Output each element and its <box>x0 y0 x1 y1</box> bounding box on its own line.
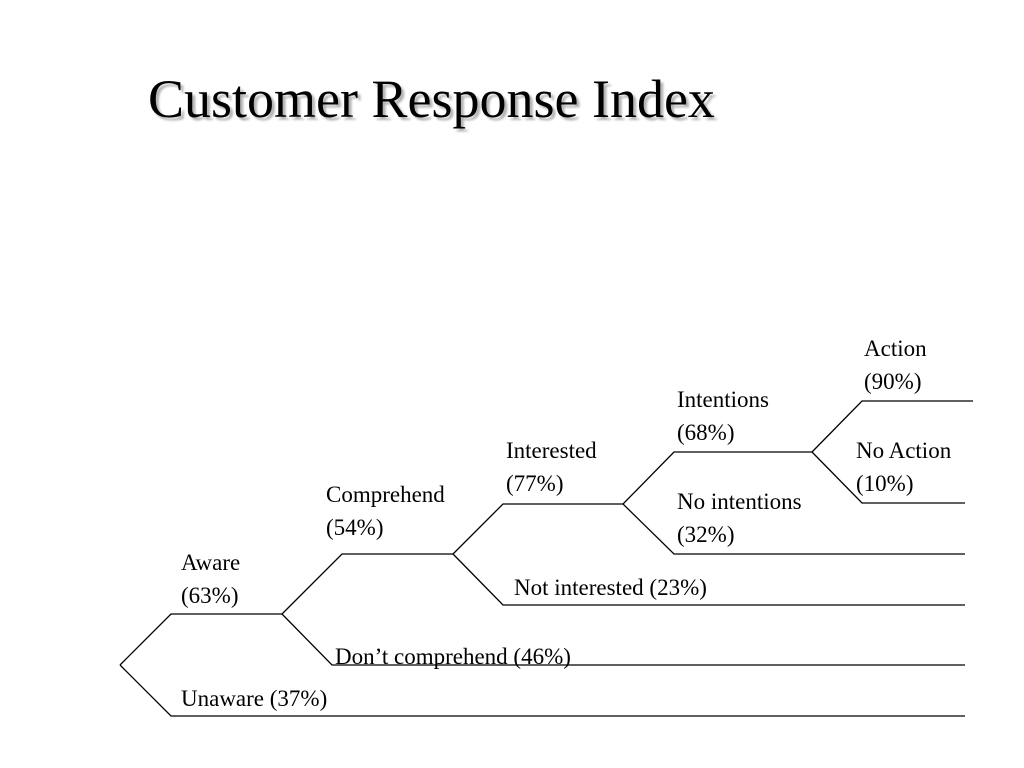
node-no-action-name: No Action <box>856 438 952 463</box>
branch-not-interested <box>452 553 965 606</box>
node-no-action-value: (10%) <box>856 471 914 496</box>
node-no-intentions: No intentions (32%) <box>677 485 802 551</box>
node-aware: Aware (63%) <box>181 546 240 612</box>
node-dont-comprehend-label: Don’t comprehend (46%) <box>335 644 571 669</box>
page-title: Customer Response Index <box>148 69 715 129</box>
branch-dont-comprehend <box>281 613 965 666</box>
branch-comprehend <box>281 553 453 615</box>
node-no-action: No Action (10%) <box>856 434 951 500</box>
node-dont-comprehend: Don’t comprehend (46%) <box>335 640 571 673</box>
node-unaware-label: Unaware (37%) <box>181 686 328 711</box>
branch-no-action <box>811 451 965 504</box>
node-aware-name: Aware <box>181 550 241 575</box>
node-action-value: (90%) <box>864 369 922 394</box>
node-intentions-name: Intentions <box>677 387 769 412</box>
node-unaware: Unaware (37%) <box>181 682 327 715</box>
node-not-interested-label: Not interested (23%) <box>514 575 707 600</box>
node-comprehend: Comprehend (54%) <box>326 478 445 544</box>
node-not-interested: Not interested (23%) <box>514 571 707 604</box>
node-interested-value: (77%) <box>506 471 564 496</box>
node-comprehend-name: Comprehend <box>326 482 445 507</box>
branch-intentions <box>622 451 812 505</box>
branch-aware <box>119 613 282 666</box>
node-no-intentions-value: (32%) <box>677 522 735 547</box>
node-action-name: Action <box>864 336 927 361</box>
node-aware-value: (63%) <box>181 583 239 608</box>
node-interested-name: Interested <box>506 438 597 463</box>
node-intentions: Intentions (68%) <box>677 383 769 449</box>
node-intentions-value: (68%) <box>677 420 735 445</box>
node-no-intentions-name: No intentions <box>677 489 802 514</box>
node-action: Action (90%) <box>864 332 927 398</box>
branch-no-intentions <box>622 503 965 555</box>
node-interested: Interested (77%) <box>506 434 597 500</box>
branch-unaware <box>119 664 965 717</box>
branch-interested <box>452 503 623 555</box>
node-comprehend-value: (54%) <box>326 515 384 540</box>
branch-action <box>811 400 973 453</box>
